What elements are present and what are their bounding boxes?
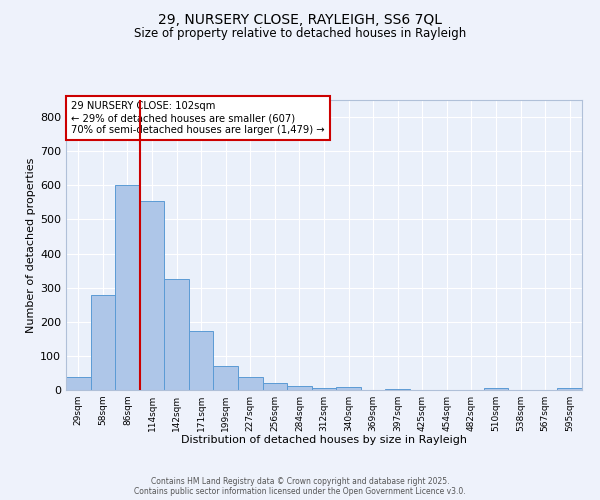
Bar	[557, 388, 582, 390]
Text: 29, NURSERY CLOSE, RAYLEIGH, SS6 7QL: 29, NURSERY CLOSE, RAYLEIGH, SS6 7QL	[158, 12, 442, 26]
Bar	[385, 388, 410, 390]
Bar	[91, 295, 115, 390]
Bar	[164, 279, 189, 390]
Text: Size of property relative to detached houses in Rayleigh: Size of property relative to detached ho…	[134, 28, 466, 40]
Text: 29 NURSERY CLOSE: 102sqm
← 29% of detached houses are smaller (607)
70% of semi-: 29 NURSERY CLOSE: 102sqm ← 29% of detach…	[71, 102, 325, 134]
Bar	[287, 386, 312, 390]
Bar	[140, 200, 164, 390]
Bar	[66, 377, 91, 390]
Bar	[263, 383, 287, 390]
Bar	[312, 388, 336, 390]
Bar	[238, 377, 263, 390]
Bar	[336, 388, 361, 390]
Text: Contains public sector information licensed under the Open Government Licence v3: Contains public sector information licen…	[134, 486, 466, 496]
Bar	[115, 186, 140, 390]
Bar	[189, 332, 214, 390]
Bar	[484, 388, 508, 390]
Bar	[214, 366, 238, 390]
X-axis label: Distribution of detached houses by size in Rayleigh: Distribution of detached houses by size …	[181, 436, 467, 446]
Y-axis label: Number of detached properties: Number of detached properties	[26, 158, 36, 332]
Text: Contains HM Land Registry data © Crown copyright and database right 2025.: Contains HM Land Registry data © Crown c…	[151, 476, 449, 486]
